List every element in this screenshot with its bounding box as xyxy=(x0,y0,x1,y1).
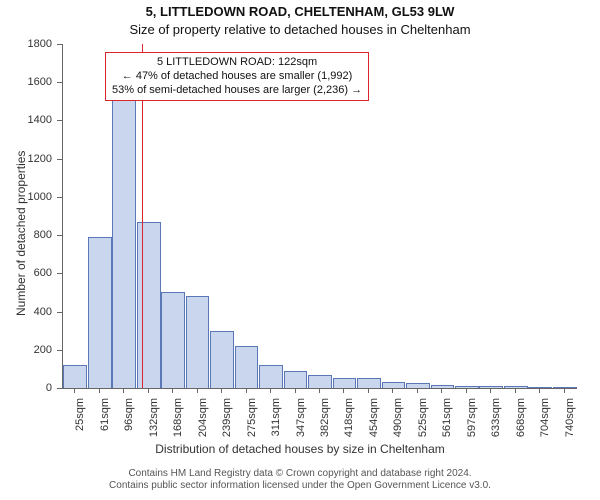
x-tick-mark xyxy=(123,388,124,393)
histogram-bar xyxy=(186,296,210,388)
x-tick-mark xyxy=(270,388,271,393)
chart-container: 5, LITTLEDOWN ROAD, CHELTENHAM, GL53 9LW… xyxy=(0,0,600,500)
x-tick-label: 668sqm xyxy=(515,398,527,448)
y-tick-label: 1800 xyxy=(0,38,52,50)
x-tick-mark xyxy=(564,388,565,393)
x-tick-mark xyxy=(319,388,320,393)
y-tick-label: 1200 xyxy=(0,153,52,165)
x-tick-mark xyxy=(417,388,418,393)
x-tick-mark xyxy=(343,388,344,393)
histogram-bar xyxy=(406,383,430,388)
x-tick-label: 740sqm xyxy=(564,398,576,448)
histogram-bar xyxy=(455,386,479,388)
y-tick-mark xyxy=(57,235,62,236)
x-tick-mark xyxy=(148,388,149,393)
x-tick-mark xyxy=(368,388,369,393)
histogram-bar xyxy=(112,78,136,388)
x-tick-mark xyxy=(246,388,247,393)
annotation-line-1: 5 LITTLEDOWN ROAD: 122sqm xyxy=(112,56,362,70)
histogram-bar xyxy=(161,292,185,388)
x-tick-label: 275sqm xyxy=(246,398,258,448)
y-tick-mark xyxy=(57,388,62,389)
x-tick-label: 633sqm xyxy=(490,398,502,448)
annotation-line-3: 53% of semi-detached houses are larger (… xyxy=(112,84,362,98)
x-tick-mark xyxy=(441,388,442,393)
histogram-bar xyxy=(259,365,283,388)
y-tick-mark xyxy=(57,197,62,198)
footer-line-2: Contains public sector information licen… xyxy=(0,480,600,492)
y-tick-mark xyxy=(57,120,62,121)
histogram-bar xyxy=(333,378,357,389)
y-tick-label: 400 xyxy=(0,306,52,318)
histogram-bar xyxy=(357,378,381,388)
y-tick-mark xyxy=(57,44,62,45)
chart-title: 5, LITTLEDOWN ROAD, CHELTENHAM, GL53 9LW xyxy=(0,4,600,19)
footer-line-1: Contains HM Land Registry data © Crown c… xyxy=(0,468,600,480)
x-tick-label: 25sqm xyxy=(74,398,86,448)
x-tick-mark xyxy=(515,388,516,393)
x-tick-mark xyxy=(74,388,75,393)
x-tick-mark xyxy=(172,388,173,393)
x-tick-label: 168sqm xyxy=(172,398,184,448)
y-tick-mark xyxy=(57,273,62,274)
histogram-bar xyxy=(88,237,112,388)
chart-subtitle: Size of property relative to detached ho… xyxy=(0,22,600,37)
annotation-line-2: ← 47% of detached houses are smaller (1,… xyxy=(112,70,362,84)
x-tick-mark xyxy=(99,388,100,393)
x-tick-label: 561sqm xyxy=(441,398,453,448)
y-tick-label: 0 xyxy=(0,382,52,394)
y-tick-label: 200 xyxy=(0,344,52,356)
histogram-bar xyxy=(553,387,577,388)
histogram-bar xyxy=(235,346,259,388)
x-tick-mark xyxy=(197,388,198,393)
x-tick-mark xyxy=(392,388,393,393)
x-tick-mark xyxy=(295,388,296,393)
x-tick-label: 490sqm xyxy=(392,398,404,448)
histogram-bar xyxy=(63,365,87,388)
histogram-bar xyxy=(284,371,308,388)
x-tick-label: 525sqm xyxy=(417,398,429,448)
x-tick-label: 382sqm xyxy=(319,398,331,448)
x-tick-label: 96sqm xyxy=(123,398,135,448)
x-tick-label: 347sqm xyxy=(295,398,307,448)
y-tick-label: 1600 xyxy=(0,76,52,88)
y-tick-mark xyxy=(57,350,62,351)
x-tick-label: 454sqm xyxy=(368,398,380,448)
x-tick-mark xyxy=(539,388,540,393)
histogram-bar xyxy=(504,386,528,388)
x-tick-label: 597sqm xyxy=(466,398,478,448)
y-tick-label: 600 xyxy=(0,267,52,279)
x-tick-label: 204sqm xyxy=(197,398,209,448)
histogram-bar xyxy=(308,375,332,388)
histogram-bar xyxy=(137,222,161,388)
x-tick-label: 61sqm xyxy=(99,398,111,448)
x-tick-mark xyxy=(221,388,222,393)
annotation-box: 5 LITTLEDOWN ROAD: 122sqm ← 47% of detac… xyxy=(105,52,369,101)
x-tick-label: 239sqm xyxy=(221,398,233,448)
x-tick-mark xyxy=(490,388,491,393)
x-tick-label: 704sqm xyxy=(539,398,551,448)
x-tick-label: 418sqm xyxy=(343,398,355,448)
histogram-bar xyxy=(210,331,234,388)
y-tick-mark xyxy=(57,312,62,313)
y-tick-mark xyxy=(57,159,62,160)
y-tick-mark xyxy=(57,82,62,83)
x-tick-label: 132sqm xyxy=(148,398,160,448)
x-tick-label: 311sqm xyxy=(270,398,282,448)
footer-credits: Contains HM Land Registry data © Crown c… xyxy=(0,468,600,492)
x-tick-mark xyxy=(466,388,467,393)
y-tick-label: 800 xyxy=(0,229,52,241)
y-tick-label: 1000 xyxy=(0,191,52,203)
y-tick-label: 1400 xyxy=(0,114,52,126)
